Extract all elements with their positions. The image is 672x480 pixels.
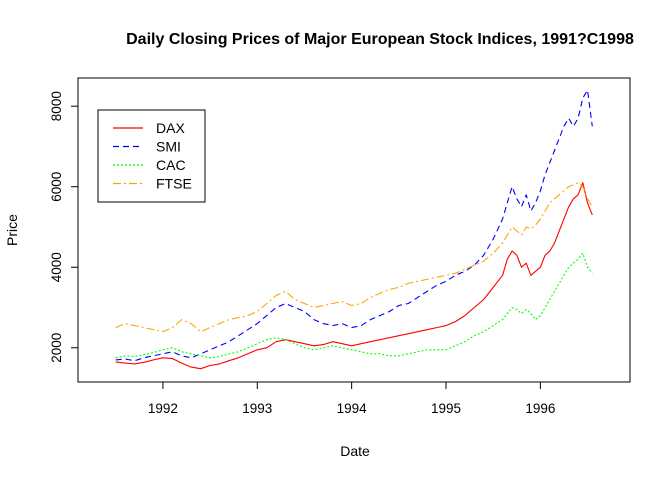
plot-frame (77, 77, 631, 383)
series-line-smi (115, 89, 593, 362)
x-tick-label: 1995 (431, 401, 461, 416)
series-line-ftse (115, 182, 593, 333)
x-axis-label: Date (340, 443, 370, 459)
x-axis: 1992 1993 1994 1995 1996 (148, 382, 555, 416)
y-tick-label: 8000 (49, 91, 64, 121)
legend-label-ftse: FTSE (156, 176, 192, 192)
x-tick-label: 1996 (525, 401, 555, 416)
legend-label-dax: DAX (156, 120, 185, 136)
legend-box (97, 109, 206, 203)
y-tick-label: 6000 (49, 172, 64, 202)
legend-label-cac: CAC (156, 157, 186, 173)
series-line-dax (115, 182, 593, 370)
x-tick-label: 1992 (148, 401, 178, 416)
x-tick-label: 1994 (337, 401, 368, 416)
y-tick-label: 2000 (49, 333, 64, 363)
y-axis: 2000 4000 6000 8000 (49, 91, 78, 363)
chart-title: Daily Closing Prices of Major European S… (126, 31, 634, 48)
series-line-cac (115, 252, 593, 359)
legend: DAX SMI CAC FTSE (97, 109, 206, 203)
x-tick-label: 1993 (242, 401, 272, 416)
y-axis-label: Price (4, 214, 20, 246)
y-tick-label: 4000 (49, 252, 64, 282)
legend-label-smi: SMI (156, 139, 181, 155)
series-group (115, 89, 593, 370)
